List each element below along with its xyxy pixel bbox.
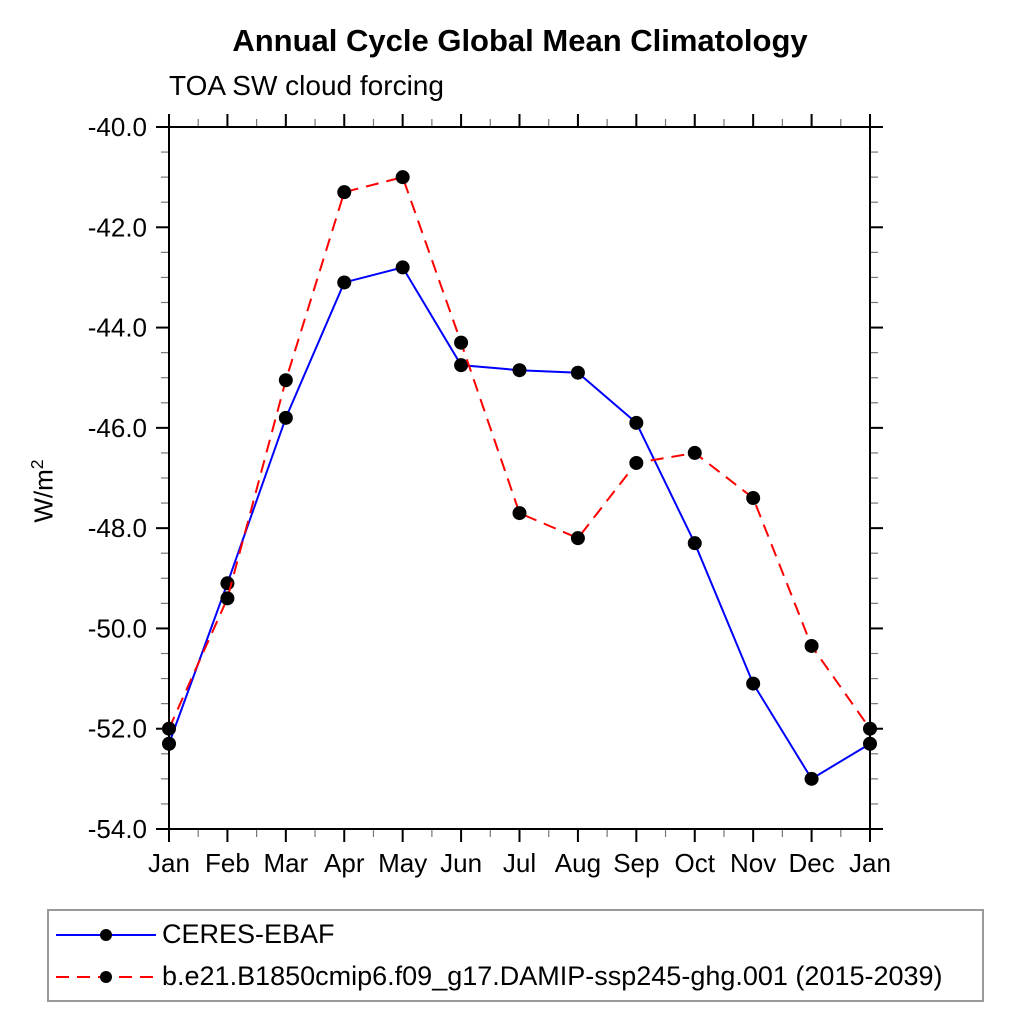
x-tick-label: Apr [324,848,365,878]
data-point-series-1 [687,445,702,460]
x-tick-label: May [378,848,427,878]
data-point-series-1 [746,491,761,506]
data-point-series-1 [454,335,469,350]
data-point-series-1 [278,373,293,388]
plot-frame [168,126,871,830]
data-point-series-1 [395,170,410,185]
data-point-series-1 [512,506,527,521]
y-tick-label: -42.0 [88,212,147,242]
legend-sample-solid-line [56,928,156,941]
x-tick-label: Oct [675,848,716,878]
data-point-series-0 [278,410,293,425]
data-point-series-1 [863,721,877,736]
data-point-series-1 [804,638,819,653]
legend-item-model: b.e21.B1850cmip6.f09_g17.DAMIP-ssp245-gh… [53,956,982,998]
data-point-series-0 [570,365,585,380]
data-point-series-0 [512,363,527,378]
x-tick-label: Feb [205,848,250,878]
data-point-series-1 [162,721,176,736]
data-point-series-0 [863,736,877,751]
data-point-series-0 [454,358,469,373]
data-point-series-0 [629,415,644,430]
legend-marker-dot [100,970,112,983]
y-tick-label: -48.0 [88,513,147,543]
legend-label-ceres-ebaf: CERES-EBAF [162,919,335,949]
data-point-series-1 [220,591,235,606]
series-line-0 [168,266,871,781]
y-tick-label: -40.0 [88,112,147,142]
chart-title: Annual Cycle Global Mean Climatology [232,23,808,58]
x-tick-label: Nov [730,848,776,878]
y-tick-label: -54.0 [88,814,147,844]
data-point-series-1 [570,531,585,546]
data-point-series-1 [629,455,644,470]
data-point-series-0 [687,536,702,551]
y-tick-label: -50.0 [88,613,147,643]
data-point-series-0 [395,260,410,275]
y-tick-label: -44.0 [88,313,147,343]
data-point-series-0 [337,275,352,290]
legend-marker-dot [100,928,112,941]
legend-item-ceres-ebaf: CERES-EBAF [53,914,982,956]
y-tick-label: -52.0 [88,714,147,744]
x-tick-label: Jun [440,848,482,878]
x-tick-label: Dec [788,848,834,878]
chart-subtitle: TOA SW cloud forcing [169,70,444,101]
x-tick-label: Jul [503,848,536,878]
data-point-series-0 [804,771,819,786]
data-point-series-1 [337,185,352,200]
x-tick-label: Jan [849,848,891,878]
x-tick-label: Jan [148,848,190,878]
x-tick-label: Aug [555,848,601,878]
y-tick-label: -46.0 [88,413,147,443]
data-point-series-0 [746,676,761,691]
legend: CERES-EBAF b.e21.B1850cmip6.f09_g17.DAMI… [47,909,984,1002]
legend-label-model: b.e21.B1850cmip6.f09_g17.DAMIP-ssp245-gh… [162,961,943,991]
data-point-series-0 [162,736,176,751]
x-tick-label: Mar [263,848,308,878]
legend-sample-dashed-line [56,970,156,983]
x-tick-label: Sep [613,848,659,878]
